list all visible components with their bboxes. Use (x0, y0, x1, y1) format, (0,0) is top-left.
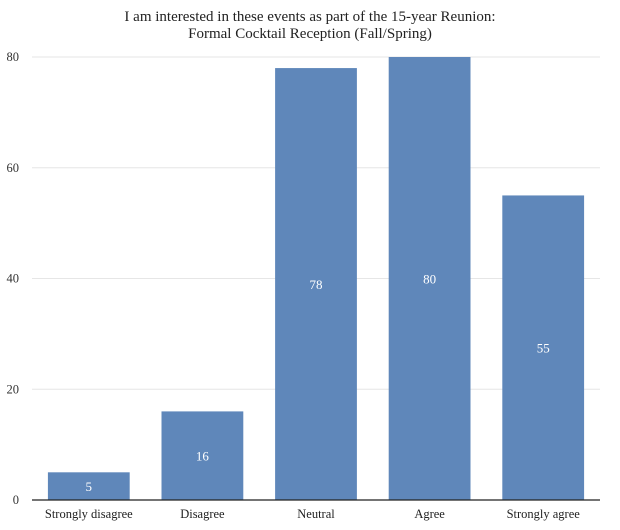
category-label: Strongly agree (507, 507, 581, 521)
y-axis-tick-labels: 0 20 40 60 80 (7, 50, 20, 507)
category-label: Agree (414, 507, 445, 521)
bar-value-label: 5 (86, 479, 93, 494)
y-tick-label: 80 (7, 50, 20, 64)
bar-value-label: 80 (423, 272, 436, 287)
bar-value-label: 78 (310, 277, 323, 292)
y-tick-label: 0 (13, 493, 19, 507)
category-label: Strongly disagree (45, 507, 133, 521)
x-axis-category-labels: Strongly disagree Disagree Neutral Agree Str… (45, 507, 580, 521)
bar-value-label: 16 (196, 449, 210, 464)
bar-value-label: 55 (537, 341, 550, 356)
category-label: Neutral (297, 507, 335, 521)
y-tick-label: 40 (7, 272, 20, 286)
category-label: Disagree (180, 507, 225, 521)
y-tick-label: 20 (7, 382, 20, 396)
y-tick-label: 60 (7, 161, 20, 175)
